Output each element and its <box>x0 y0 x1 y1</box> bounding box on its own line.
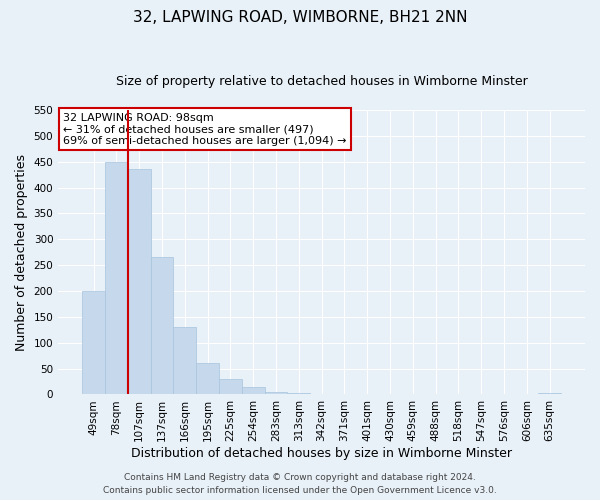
Text: Contains HM Land Registry data © Crown copyright and database right 2024.
Contai: Contains HM Land Registry data © Crown c… <box>103 474 497 495</box>
Bar <box>105 162 128 394</box>
Text: 32, LAPWING ROAD, WIMBORNE, BH21 2NN: 32, LAPWING ROAD, WIMBORNE, BH21 2NN <box>133 10 467 25</box>
Y-axis label: Number of detached properties: Number of detached properties <box>15 154 28 350</box>
X-axis label: Distribution of detached houses by size in Wimborne Minster: Distribution of detached houses by size … <box>131 447 512 460</box>
Bar <box>265 392 287 394</box>
Title: Size of property relative to detached houses in Wimborne Minster: Size of property relative to detached ho… <box>116 75 527 88</box>
Bar <box>219 379 242 394</box>
Bar <box>242 386 265 394</box>
Bar <box>151 258 173 394</box>
Text: 32 LAPWING ROAD: 98sqm
← 31% of detached houses are smaller (497)
69% of semi-de: 32 LAPWING ROAD: 98sqm ← 31% of detached… <box>64 113 347 146</box>
Bar <box>128 170 151 394</box>
Bar <box>82 291 105 395</box>
Bar <box>173 327 196 394</box>
Bar <box>196 364 219 394</box>
